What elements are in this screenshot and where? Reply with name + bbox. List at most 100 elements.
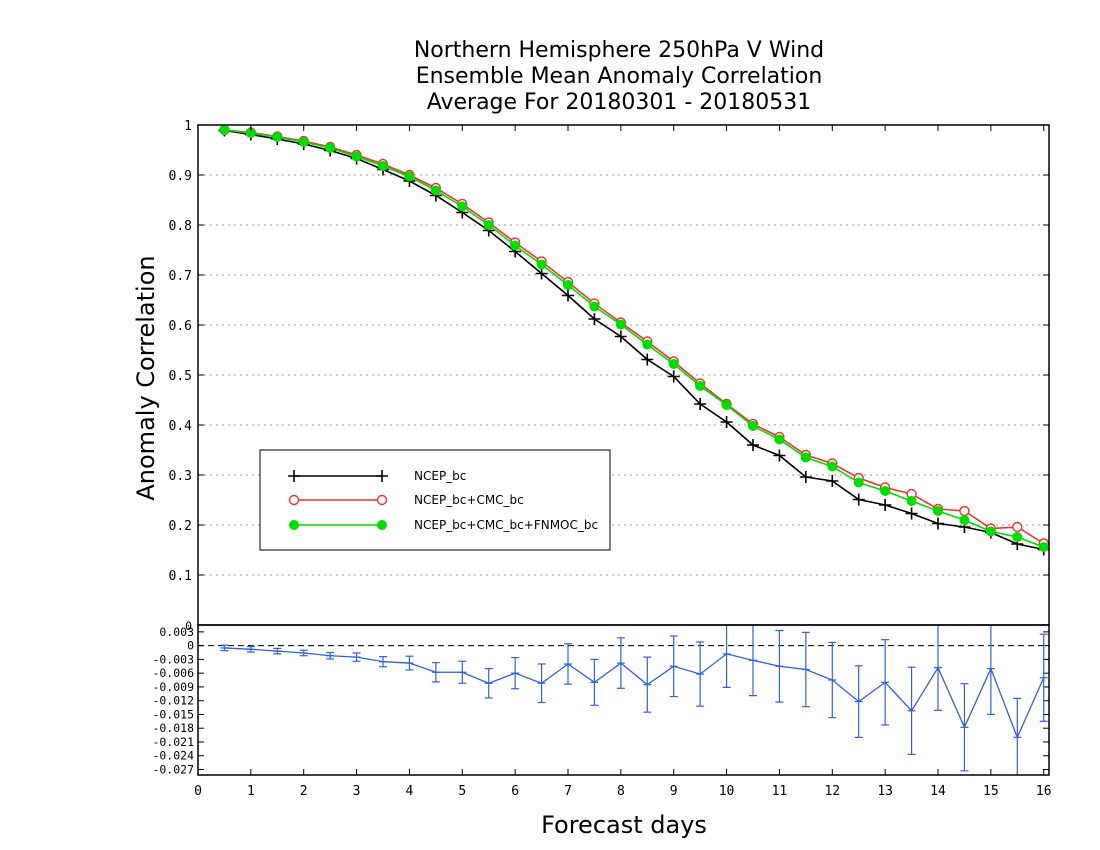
x-axis-label: Forecast days — [541, 811, 707, 839]
error-bar — [484, 667, 493, 699]
series-line — [224, 129, 1044, 551]
data-point — [642, 339, 653, 350]
data-point — [457, 201, 468, 212]
error-bar — [934, 625, 942, 711]
diff-y-ticks: 00.0030-0.003-0.006-0.009-0.012-0.015-0.… — [152, 619, 1049, 776]
error-bar — [749, 625, 757, 697]
y-tick-label: 0.6 — [169, 319, 192, 334]
data-point — [800, 452, 811, 463]
data-point — [747, 439, 759, 451]
data-point — [351, 151, 362, 162]
legend-entry: NCEP_bc+CMC_bc+FNMOC_bc — [289, 518, 598, 532]
x-tick-label: 2 — [300, 784, 308, 799]
error-bar — [246, 645, 255, 653]
error-bar — [986, 625, 995, 716]
chart-title-line-2: Ensemble Mean Anomaly Correlation — [416, 64, 823, 89]
diff-y-tick-label: -0.015 — [152, 707, 194, 721]
x-tick-label: 4 — [406, 784, 414, 799]
error-bar — [828, 641, 837, 719]
error-bar — [431, 662, 440, 683]
legend-entry: NCEP_bc+CMC_bc — [288, 493, 524, 507]
legend: NCEP_bc NCEP_bc+CMC_bc NCEP_bc+CMC_bc+FNMO… — [259, 449, 611, 551]
diff-y-tick-label: -0.021 — [152, 735, 194, 749]
data-point — [377, 520, 387, 530]
legend-label: NCEP_bc — [414, 469, 466, 483]
data-point — [932, 517, 944, 530]
error-bar — [722, 625, 731, 688]
data-point — [589, 301, 600, 312]
data-point — [773, 449, 786, 462]
data-point — [721, 400, 732, 410]
diff-y-tick-label: -0.027 — [152, 762, 194, 776]
error-bar — [1039, 633, 1048, 722]
data-point — [588, 313, 601, 325]
legend-items: NCEP_bc NCEP_bc+CMC_bc NCEP_bc+CMC_bc+FNMO… — [288, 469, 598, 532]
data-point — [219, 125, 230, 135]
error-bar — [881, 639, 890, 726]
x-tick-label: 10 — [719, 784, 735, 799]
error-bar — [564, 643, 572, 685]
chart-title-line-1: Northern Hemisphere 250hPa V Wind — [414, 38, 824, 63]
legend-label: NCEP_bc+CMC_bc+FNMOC_bc — [414, 518, 598, 532]
data-point — [1038, 542, 1049, 552]
data-point — [906, 496, 917, 506]
data-point — [376, 470, 388, 482]
error-bar — [907, 666, 916, 755]
data-point — [245, 128, 256, 138]
data-point — [1012, 532, 1023, 542]
data-point — [694, 398, 707, 410]
chart-title: Northern Hemisphere 250hPa V Wind Ensemb… — [414, 38, 824, 115]
data-point — [404, 171, 415, 182]
difference-line — [224, 647, 1045, 740]
error-bar — [960, 683, 969, 772]
main-gridlines — [198, 174, 1049, 576]
diff-y-tick-label: 0.003 — [159, 625, 194, 639]
error-bar — [696, 641, 705, 707]
error-bar — [326, 651, 335, 660]
error-bar — [458, 660, 467, 684]
error-bar — [775, 629, 784, 703]
y-tick-label: 0.8 — [169, 219, 192, 234]
diff-y-tick-label: -0.003 — [152, 652, 194, 666]
x-tick-label: 0 — [194, 784, 202, 799]
y-tick-label: 0.7 — [169, 269, 192, 284]
data-point — [748, 421, 758, 431]
y-tick-label: 0.9 — [169, 169, 192, 184]
series-ncep-cmc-fnmoc — [219, 125, 1049, 552]
diff-y-tick-label: -0.006 — [152, 666, 194, 680]
data-point — [826, 475, 839, 487]
data-point — [933, 506, 943, 516]
error-bar — [511, 656, 520, 690]
legend-entry: NCEP_bc — [288, 469, 466, 483]
x-tick-label: 6 — [511, 784, 519, 799]
y-tick-label: 0.5 — [169, 369, 192, 384]
x-tick-label: 15 — [983, 784, 999, 799]
error-bar — [299, 649, 308, 657]
data-point — [695, 381, 706, 391]
data-point — [483, 220, 494, 230]
error-bar — [537, 663, 546, 704]
data-point — [376, 494, 388, 506]
data-point — [853, 477, 864, 488]
error-bar — [273, 647, 282, 655]
diff-top-label: 0 — [185, 619, 192, 633]
data-point — [959, 515, 970, 525]
data-point — [298, 137, 309, 147]
data-point — [325, 143, 336, 153]
error-bar — [801, 631, 810, 708]
y-tick-label: 0.1 — [169, 569, 192, 584]
y-axis-label: Anomaly Correlation — [132, 255, 160, 500]
data-point — [852, 493, 865, 506]
y-tick-label: 0.3 — [169, 469, 192, 484]
diff-series-layer — [198, 625, 1049, 775]
error-bar — [352, 652, 361, 662]
data-point — [615, 319, 626, 330]
data-point — [667, 370, 680, 383]
main-y-ticks: 0.1 0.2 0.3 0.4 0.5 0.6 0.7 0.8 0.9 1 — [169, 119, 1049, 584]
y-tick-label: 1 — [184, 119, 192, 134]
data-point — [288, 470, 300, 482]
x-tick-label: 12 — [824, 784, 840, 799]
data-point — [289, 520, 299, 530]
